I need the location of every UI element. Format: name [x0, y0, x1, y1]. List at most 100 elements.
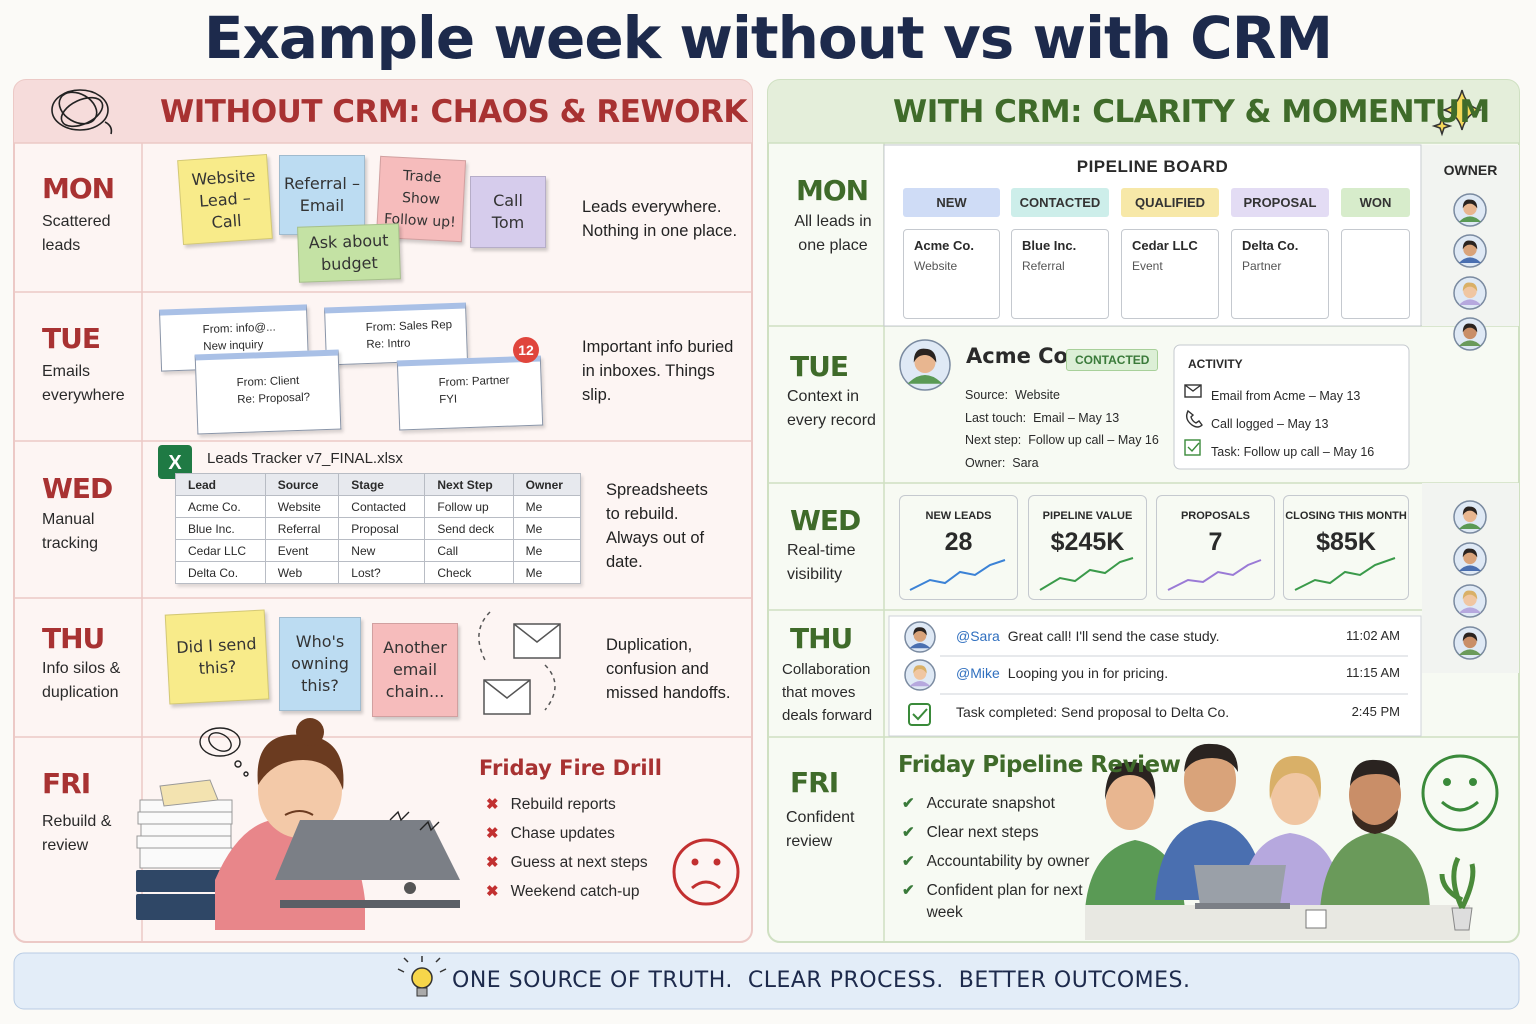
activity-title: ACTIVITY — [1188, 357, 1243, 371]
day-caption: Manual tracking — [42, 511, 99, 552]
table-cell: Follow up — [424, 495, 514, 518]
avatar — [904, 621, 936, 653]
mention: @Mike — [956, 665, 1000, 681]
item-text: Guess at next steps — [510, 854, 648, 871]
detail-line: Source: Website — [965, 388, 1060, 402]
sparklines — [909, 557, 1396, 591]
right-header-bg — [768, 80, 1519, 143]
message-row: Task completed: Send proposal to Delta C… — [956, 704, 1400, 720]
card-name: Blue Inc. — [1022, 238, 1077, 253]
lead-card: Blue Inc. Referral — [1011, 229, 1109, 319]
table-cell: Delta Co. — [175, 561, 266, 584]
table-cell: Cedar LLC — [175, 539, 266, 562]
message-time: 11:02 AM — [1346, 628, 1400, 643]
sticky-note: Ask about budget — [297, 223, 401, 283]
activity-box — [1173, 344, 1410, 470]
day-label: MON — [796, 174, 869, 207]
list-item: ✖ Guess at next steps — [486, 852, 676, 874]
stage-header: WON — [1341, 188, 1410, 217]
left-heading: WITHOUT CRM: CHAOS & REWORK — [160, 94, 747, 130]
message-row: @Mike Looping you in for pricing. 11:15 AM — [956, 665, 1400, 681]
kpi-label: NEW LEADS — [925, 510, 992, 522]
header-cell: Owner — [512, 473, 582, 496]
day-description: Duplication, confusion and missed handof… — [606, 636, 731, 702]
list-item: ✖ Rebuild reports — [486, 794, 676, 816]
sticky-note: Did I send this? — [164, 609, 270, 705]
message-time: 11:15 AM — [1346, 665, 1400, 680]
header-cell: Lead — [175, 473, 266, 496]
envelopes — [478, 611, 561, 715]
card-name: Acme Co. — [914, 238, 974, 253]
day-description: Spreadsheets to rebuild. Always out of d… — [606, 481, 708, 571]
day-description: Leads everywhere. Nothing in one place. — [582, 198, 738, 240]
list-item: ✔ Clear next steps — [902, 822, 1092, 844]
kpi-label: PROPOSALS — [1180, 510, 1251, 522]
left-header-bg — [14, 80, 752, 143]
excel-icon — [158, 445, 192, 479]
email-from: From: Sales Rep — [365, 319, 453, 335]
email-subject: Re: Proposal? — [237, 391, 311, 407]
avatar — [1453, 542, 1487, 576]
avatar — [904, 659, 936, 691]
record-name: Acme Co. — [966, 344, 1076, 368]
day-caption: Context in every record — [787, 388, 876, 429]
sparkle-icon — [1431, 89, 1483, 137]
lead-card: Delta Co. Partner — [1231, 229, 1329, 319]
table-cell: Event — [264, 539, 340, 562]
stage-header: NEW — [903, 188, 1000, 217]
stage-header: PROPOSAL — [1231, 188, 1329, 217]
message-time: 2:45 PM — [1351, 704, 1400, 719]
mention: @Sara — [956, 628, 1000, 644]
card-source: Event — [1132, 259, 1163, 273]
card-name: Delta Co. — [1242, 238, 1299, 253]
day-caption: Emails everywhere — [42, 363, 125, 404]
bullet-icon: ✖ — [486, 883, 499, 900]
bulb-icon — [397, 956, 447, 997]
sticky-note: Call Tom — [470, 176, 546, 248]
list-item: ✔ Accountability by owner — [902, 851, 1092, 873]
right-heading: WITH CRM: CLARITY & MOMENTUM — [893, 94, 1490, 130]
table-row: Acme Co. Website Contacted Follow up Me — [175, 495, 582, 518]
table-cell: Me — [512, 517, 582, 540]
activity-list: Email from Acme – May 13 Call logged – Ma… — [1211, 382, 1374, 466]
table-cell: Check — [424, 561, 514, 584]
day-caption: Scattered leads — [42, 213, 111, 254]
day-caption: Rebuild & review — [42, 813, 112, 854]
sad-face — [672, 838, 740, 906]
footer-bar — [13, 952, 1520, 1010]
table-cell: Acme Co. — [175, 495, 266, 518]
activity-item: Call logged – May 13 — [1211, 417, 1329, 431]
lead-card — [1341, 229, 1410, 319]
card-source: Referral — [1022, 259, 1065, 273]
list-item: ✔ Accurate snapshot — [902, 793, 1092, 815]
list-item: ✖ Chase updates — [486, 823, 676, 845]
avatar — [1453, 317, 1487, 351]
list-item: ✔ Confident plan for next week — [902, 880, 1092, 924]
day-caption: Info silos & duplication — [42, 660, 121, 701]
bullet-icon: ✔ — [902, 824, 915, 841]
stage-header: CONTACTED — [1011, 188, 1109, 217]
table-header: Lead Source Stage Next Step Owner — [175, 473, 582, 496]
message-text: Task completed: Send proposal to Delta C… — [956, 704, 1230, 720]
board-title: PIPELINE BOARD — [1076, 157, 1229, 176]
stage-header: QUALIFIED — [1121, 188, 1219, 217]
avatar — [1453, 193, 1487, 227]
detail-line: Owner: Sara — [965, 455, 1039, 470]
table-cell: Call — [424, 539, 514, 562]
message-text: Looping you in for pricing. — [1007, 665, 1169, 681]
header-cell: Source — [264, 473, 340, 496]
item-text: Accountability by owner — [926, 853, 1090, 870]
day-label: FRI — [42, 767, 91, 800]
table-row: Blue Inc. Referral Proposal Send deck Me — [175, 517, 582, 540]
status-tag: CONTACTED — [1066, 349, 1159, 371]
kpi-value: 28 — [944, 528, 973, 556]
card-name: Cedar LLC — [1132, 238, 1198, 253]
table-row: Delta Co. Web Lost? Check Me — [175, 561, 582, 584]
kpi-card: NEW LEADS 28 — [899, 495, 1018, 600]
kpi-label: PIPELINE VALUE — [1042, 510, 1133, 522]
avatar — [899, 339, 951, 391]
day-label: THU — [790, 622, 853, 655]
sticky-note: Website Lead – Call — [177, 153, 273, 246]
email-card: From: Sales Rep Re: Intro — [324, 302, 468, 366]
benefit-list: ✔ Accurate snapshot ✔ Clear next steps ✔ Acco… — [902, 793, 1092, 931]
